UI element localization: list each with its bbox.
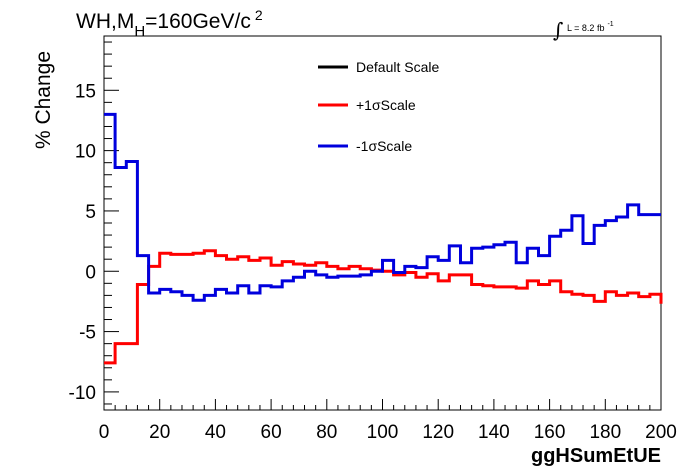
series-line-2: [104, 112, 661, 302]
legend-entry-minus-1-sigma: -1σScale: [318, 138, 412, 154]
series-layer: [104, 112, 663, 365]
x-tick-label: 120: [422, 422, 454, 443]
luminosity-text: L = 8.2 fb -1: [567, 21, 614, 33]
y-tick-label: 0: [85, 262, 96, 283]
y-tick-label: -5: [79, 323, 96, 344]
legend-entry-default-scale: Default Scale: [318, 59, 439, 75]
x-tick-label: 20: [149, 422, 170, 443]
x-tick-label: 140: [478, 422, 510, 443]
x-tick-label: 180: [589, 422, 621, 443]
y-tick-label: 5: [85, 202, 96, 223]
chart-title: WH,MH=160GeV/c 2: [76, 7, 263, 40]
luminosity-label: ∫ L = 8.2 fb -1: [553, 18, 614, 42]
y-axis-label: % Change: [32, 51, 55, 149]
x-tick-label: 0: [99, 422, 110, 443]
x-tick-label: 100: [367, 422, 399, 443]
y-tick-label: -10: [69, 383, 96, 404]
x-tick-label: 40: [205, 422, 226, 443]
axis-ticks: [103, 41, 662, 410]
legend-label-plus-1-sigma: +1σScale: [356, 97, 416, 113]
legend-label-minus-1-sigma: -1σScale: [356, 138, 412, 154]
x-tick-label: 80: [316, 422, 337, 443]
y-tick-label: 15: [75, 81, 96, 102]
legend-entry-plus-1-sigma: +1σScale: [318, 97, 416, 113]
x-axis-label: ggHSumEtUE: [531, 445, 661, 467]
legend-label-default-scale: Default Scale: [356, 59, 439, 75]
legend: Default Scale +1σScale -1σScale: [318, 59, 439, 154]
y-tick-label: 10: [75, 142, 96, 163]
integral-symbol: ∫: [553, 18, 563, 42]
x-tick-label: 200: [645, 422, 677, 443]
x-tick-label: 160: [534, 422, 566, 443]
x-tick-label: 60: [261, 422, 282, 443]
axis-tick-labels: 0 20 40 60 80 100 120 140 160 180 200 -10 -5 0 5 10 15: [69, 81, 677, 443]
